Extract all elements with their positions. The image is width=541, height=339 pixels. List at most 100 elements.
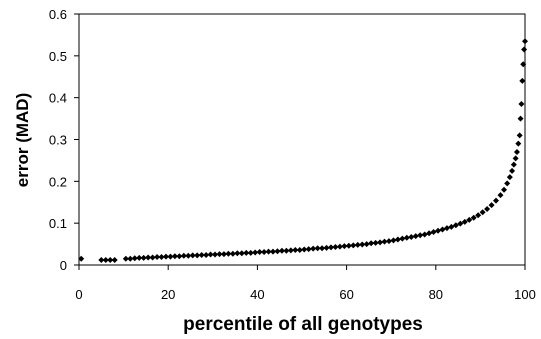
- data-point: [435, 227, 442, 234]
- data-point: [238, 250, 245, 257]
- data-point: [243, 249, 250, 256]
- data-point: [399, 235, 406, 242]
- data-point: [515, 140, 522, 147]
- data-point: [98, 256, 105, 263]
- x-tick-label: 60: [339, 287, 353, 302]
- y-tick-label: 0.6: [49, 7, 67, 22]
- data-point: [509, 167, 516, 174]
- data-point: [470, 214, 477, 221]
- data-point: [292, 246, 299, 253]
- x-tick-label: 100: [514, 287, 536, 302]
- data-point: [493, 197, 500, 204]
- data-point: [457, 220, 464, 227]
- data-point: [140, 254, 147, 261]
- data-point: [203, 251, 210, 258]
- data-point: [461, 218, 468, 225]
- data-point: [283, 247, 290, 254]
- data-point: [301, 246, 308, 253]
- data-point: [229, 250, 236, 257]
- data-point: [417, 232, 424, 239]
- data-point: [443, 225, 450, 232]
- x-axis-title: percentile of all genotypes: [183, 314, 423, 335]
- data-point: [341, 243, 348, 250]
- data-point: [207, 251, 214, 258]
- data-point: [506, 174, 513, 181]
- plot-frame: [78, 13, 526, 266]
- data-point: [522, 38, 528, 45]
- data-point: [256, 249, 263, 256]
- data-point: [252, 249, 259, 256]
- data-point: [484, 205, 491, 212]
- data-point: [78, 255, 85, 262]
- data-point: [479, 209, 486, 216]
- data-point: [372, 239, 379, 246]
- data-point: [336, 243, 343, 250]
- data-point: [521, 46, 528, 53]
- data-point: [176, 253, 183, 260]
- data-point: [180, 252, 187, 259]
- data-point: [475, 212, 482, 219]
- data-point: [519, 77, 526, 84]
- data-point: [270, 248, 277, 255]
- data-point: [421, 231, 428, 238]
- y-axis-ticks: 0 0.1 0.2 0.3 0.4 0.5 0.6: [49, 7, 79, 273]
- data-point: [261, 249, 268, 256]
- data-point: [102, 256, 109, 263]
- y-tick-label: 0.4: [49, 91, 67, 106]
- data-point: [497, 192, 504, 199]
- data-point: [345, 242, 352, 249]
- data-point: [452, 222, 459, 229]
- data-point: [162, 253, 169, 260]
- x-tick-label: 20: [161, 287, 175, 302]
- data-point: [220, 251, 227, 258]
- data-point: [305, 246, 312, 253]
- data-point: [265, 248, 272, 255]
- data-point: [167, 253, 174, 260]
- data-series: [78, 38, 528, 263]
- data-point: [381, 238, 388, 245]
- data-point: [319, 245, 326, 252]
- y-tick-label: 0.2: [49, 174, 67, 189]
- data-point: [107, 256, 114, 263]
- data-point: [212, 251, 219, 258]
- data-point: [296, 246, 303, 253]
- data-point: [368, 240, 375, 247]
- data-point: [131, 255, 138, 262]
- data-point: [127, 255, 134, 262]
- y-axis-title: error (MAD): [13, 93, 32, 187]
- data-point: [466, 216, 473, 223]
- data-point: [216, 251, 223, 258]
- data-point: [488, 202, 495, 209]
- data-point: [520, 61, 527, 68]
- data-point: [327, 244, 334, 251]
- x-tick-label: 40: [250, 287, 264, 302]
- data-point: [504, 180, 511, 187]
- data-point: [426, 230, 433, 237]
- data-point: [323, 244, 330, 251]
- data-point: [513, 149, 520, 156]
- data-point: [390, 237, 397, 244]
- data-point: [149, 254, 156, 261]
- data-point: [354, 241, 361, 248]
- data-point: [274, 248, 281, 255]
- x-axis-ticks: 0 20 40 60 80 100: [75, 265, 536, 302]
- data-point: [439, 226, 446, 233]
- y-tick-label: 0.5: [49, 49, 67, 64]
- data-point: [516, 132, 523, 139]
- data-point: [332, 244, 339, 251]
- data-point: [278, 247, 285, 254]
- data-point: [359, 241, 366, 248]
- data-point: [225, 250, 232, 257]
- data-point: [510, 161, 517, 168]
- data-point: [412, 233, 419, 240]
- data-point: [154, 254, 161, 261]
- data-point: [158, 254, 165, 261]
- data-point: [517, 115, 524, 122]
- data-point: [310, 245, 317, 252]
- data-point: [171, 253, 178, 260]
- x-tick-label: 80: [429, 287, 443, 302]
- y-tick-label: 0.1: [49, 216, 67, 231]
- data-point: [448, 223, 455, 230]
- data-point: [512, 155, 519, 162]
